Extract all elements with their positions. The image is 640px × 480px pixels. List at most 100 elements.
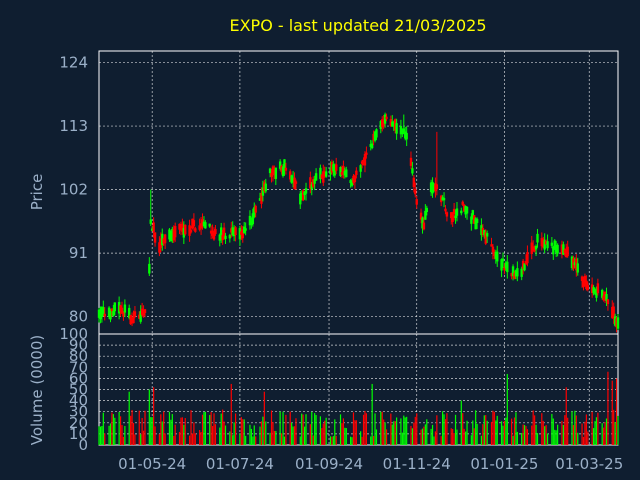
price-candle-body xyxy=(480,225,483,236)
price-candle-body xyxy=(524,260,528,265)
price-candle-body xyxy=(303,191,306,196)
price-candle-body xyxy=(401,130,404,135)
price-candle-body xyxy=(481,227,485,235)
price-candle-body xyxy=(611,306,614,319)
price-candle-body xyxy=(473,215,476,224)
price-candle-body xyxy=(268,168,272,174)
price-tick-label: 124 xyxy=(59,54,88,72)
price-candle-body xyxy=(531,246,535,251)
price-candle-body xyxy=(566,246,569,257)
price-candle-body xyxy=(573,262,577,266)
price-candle-body xyxy=(383,114,387,124)
price-candle-body xyxy=(399,126,403,135)
price-candle-body xyxy=(510,273,513,277)
price-candle-body xyxy=(309,177,312,189)
price-candle-body xyxy=(192,220,196,227)
price-candle-body xyxy=(171,228,174,237)
price-candle-body xyxy=(234,227,237,236)
price-candle-body xyxy=(243,226,246,234)
price-candle-body xyxy=(434,183,437,192)
price-candle-body xyxy=(324,171,328,177)
price-candle-body xyxy=(122,312,125,317)
price-candle-body xyxy=(576,263,579,273)
price-candle-body xyxy=(432,184,436,188)
price-candle-body xyxy=(359,165,362,172)
price-candle-body xyxy=(241,229,244,239)
price-candle-body xyxy=(169,231,173,242)
volume-tick-label: 0 xyxy=(78,436,88,454)
price-candle-body xyxy=(534,245,538,250)
price-candle-body xyxy=(184,224,187,235)
price-candle-body xyxy=(523,263,526,271)
price-candle-body xyxy=(300,192,303,196)
volume-tick-label: 10 xyxy=(69,425,88,443)
price-candle-body xyxy=(501,258,505,262)
price-candle-body xyxy=(582,280,585,288)
price-candle-body xyxy=(422,222,426,230)
price-candle-body xyxy=(340,172,344,175)
price-candle-body xyxy=(470,216,473,224)
price-candle-body xyxy=(592,287,595,294)
price-candle-body xyxy=(500,259,503,271)
price-candle-body xyxy=(163,234,167,244)
price-candle-body xyxy=(273,169,276,175)
price-candle-body xyxy=(496,251,499,262)
volume-panel: 01-05-24 01-07-24 01-09-24 01-11-24 01-01-25… xyxy=(59,325,623,473)
price-candle-body xyxy=(511,266,515,276)
price-candle-body xyxy=(313,179,316,184)
price-candle-body xyxy=(385,116,388,120)
price-candle-body xyxy=(605,294,608,301)
price-candle-body xyxy=(603,291,607,301)
price-candle-body xyxy=(439,195,443,203)
price-candle-body xyxy=(278,161,282,169)
price-candle-body xyxy=(425,207,428,212)
volume-tick-label: 30 xyxy=(69,403,88,421)
price-candle-body xyxy=(329,168,332,175)
price-candle-body xyxy=(258,198,262,201)
price-candle-body xyxy=(350,181,354,186)
price-candle-body xyxy=(490,244,493,247)
price-candle-body xyxy=(110,308,114,312)
price-candle-body xyxy=(140,308,144,316)
price-candle-body xyxy=(214,228,217,235)
price-candle-body xyxy=(240,231,243,236)
price-candle-body xyxy=(580,276,584,282)
price-candle-body xyxy=(391,121,394,127)
price-candle-body xyxy=(204,222,207,229)
price-candle-body xyxy=(393,119,397,131)
price-candle-body xyxy=(360,161,364,164)
price-candle-body xyxy=(107,307,111,317)
price-candle-body xyxy=(409,157,413,166)
price-candle-body xyxy=(119,305,122,312)
price-candle-body xyxy=(172,228,175,241)
price-candle-body xyxy=(379,121,382,129)
price-candle-body xyxy=(475,218,479,224)
price-candle-body xyxy=(405,132,408,140)
price-candle-body xyxy=(280,165,283,173)
price-candle-body xyxy=(424,210,427,220)
date-tick-label: 01-07-24 xyxy=(206,455,274,473)
price-candle-body xyxy=(521,260,525,269)
price-candle-body xyxy=(560,244,564,255)
price-candle-body xyxy=(491,246,495,253)
price-candle-body xyxy=(230,228,233,233)
volume-tick-label: 80 xyxy=(69,347,88,365)
price-candle-body xyxy=(526,252,529,264)
price-candle-body xyxy=(606,299,610,305)
price-candle-body xyxy=(208,223,211,227)
price-candle-body xyxy=(194,228,197,232)
price-candle-body xyxy=(218,234,221,241)
price-candle-body xyxy=(414,189,417,195)
price-candle-body xyxy=(485,232,489,237)
price-candle-body xyxy=(514,270,518,277)
price-candle-body xyxy=(493,252,496,257)
price-candle-body xyxy=(139,311,142,322)
price-candle-body xyxy=(290,175,293,183)
date-tick-label: 01-01-25 xyxy=(470,455,538,473)
price-candle-body xyxy=(149,219,152,224)
price-candle-body xyxy=(483,230,486,236)
price-candle-body xyxy=(563,249,567,254)
price-candle-body xyxy=(395,123,398,134)
price-tick-label: 102 xyxy=(59,181,88,199)
price-candle-body xyxy=(370,143,374,149)
